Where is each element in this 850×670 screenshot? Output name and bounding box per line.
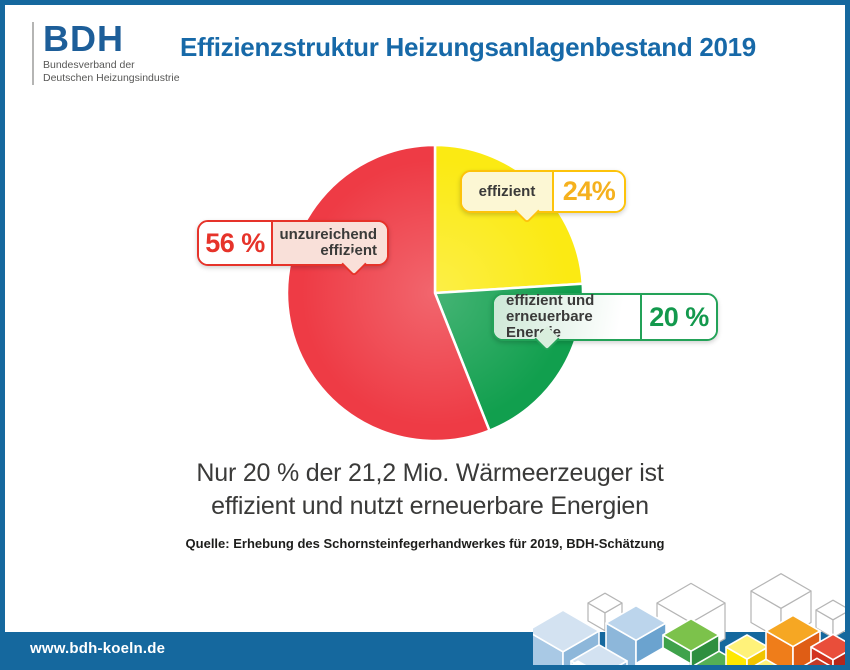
callout-effizient: effizient 24% bbox=[460, 170, 626, 224]
logo-subtitle: Bundesverband der Deutschen Heizungsindu… bbox=[43, 59, 180, 85]
callout-green-percent-cell: 20 % bbox=[642, 295, 716, 339]
pie-slice-effizient bbox=[433, 143, 584, 295]
callout-green-label-line1: effizient und bbox=[506, 292, 595, 309]
callout-red-percent-cell: 56 % bbox=[199, 222, 273, 264]
caption-line1: Nur 20 % der 21,2 Mio. Wärmeerzeuger ist bbox=[196, 459, 664, 487]
callout-red-label-cell: unzureichend effizient bbox=[273, 222, 387, 264]
caption-line2: effizient und nutzt erneuerbare Energien bbox=[211, 492, 649, 520]
cube-decoration bbox=[533, 573, 845, 665]
callout-red-label-line1: unzureichend bbox=[279, 226, 377, 243]
callout-green-label-cell: effizient und erneuerbare Energie bbox=[494, 292, 642, 341]
source-note: Quelle: Erhebung des Schornsteinfegerhan… bbox=[185, 536, 665, 551]
callout-yellow-percent: 24% bbox=[562, 176, 616, 206]
logo-subtitle-line1: Bundesverband der bbox=[43, 59, 135, 71]
logo-subtitle-line2: Deutschen Heizungsindustrie bbox=[43, 72, 180, 84]
callout-effizient-erneuerbar: effizient und erneuerbare Energie 20 % bbox=[492, 292, 718, 352]
page-title: Effizienzstruktur Heizungsanlagenbestand… bbox=[180, 32, 756, 62]
chart-caption: Nur 20 % der 21,2 Mio. Wärmeerzeuger ist… bbox=[5, 457, 845, 523]
footer-website-link[interactable]: www.bdh-koeln.de bbox=[30, 640, 166, 657]
callout-yellow-percent-cell: 24% bbox=[554, 172, 624, 211]
callout-red-percent: 56 % bbox=[205, 227, 265, 258]
callout-green-percent: 20 % bbox=[649, 301, 709, 332]
bdh-logo: BDH Bundesverband der Deutschen Heizungs… bbox=[32, 18, 180, 85]
callout-unzureichend-effizient: 56 % unzureichend effizient bbox=[197, 220, 389, 277]
logo-divider-rule bbox=[32, 22, 34, 85]
callout-yellow-label-cell: effizient bbox=[462, 172, 554, 211]
logo-wordmark: BDH bbox=[43, 18, 124, 59]
